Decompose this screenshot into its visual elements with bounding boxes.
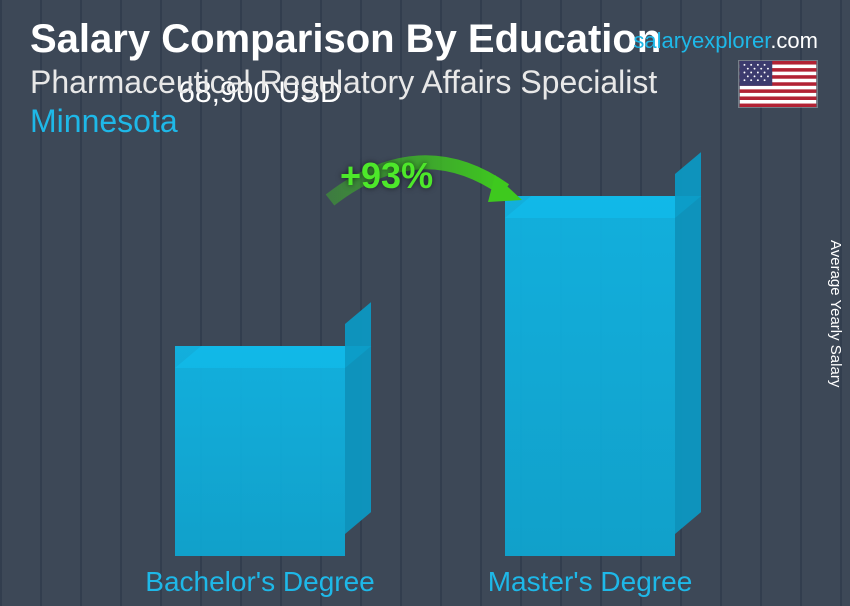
job-subtitle: Pharmaceutical Regulatory Affairs Specia…	[30, 64, 820, 101]
increase-value: +93%	[340, 155, 433, 196]
bar-side-face	[345, 302, 371, 534]
flag-icon	[738, 60, 818, 108]
bar-front-face	[175, 346, 345, 556]
bar-side-face	[675, 152, 701, 534]
bar-3d	[175, 346, 345, 556]
brand-logo: salaryexplorer.com	[633, 28, 818, 54]
bar-category-label: Master's Degree	[450, 566, 730, 598]
bar-category-label: Bachelor's Degree	[120, 566, 400, 598]
bar-front-face	[505, 196, 675, 556]
brand-suffix: .com	[770, 28, 818, 53]
bar-3d	[505, 196, 675, 556]
increase-badge: +93%	[340, 155, 433, 197]
location-label: Minnesota	[30, 103, 820, 140]
y-axis-label: Average Yearly Salary	[827, 240, 844, 387]
bar-masters: 133,000 USD Master's Degree	[500, 196, 680, 586]
brand-name: salaryexplorer	[633, 28, 770, 53]
bar-bachelors: 68,900 USD Bachelor's Degree	[170, 346, 350, 586]
